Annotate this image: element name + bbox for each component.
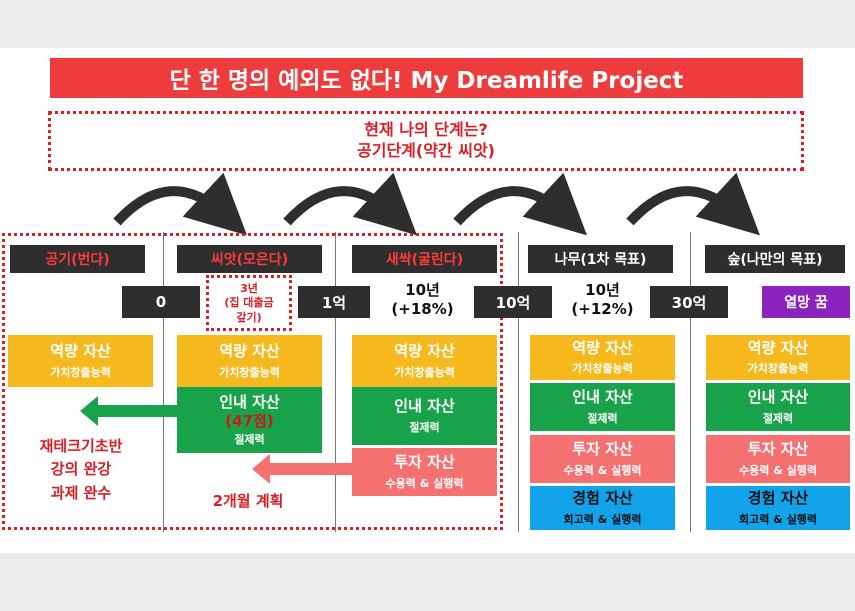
milestone-1-eok: 1억	[298, 286, 370, 318]
capability-asset-sprout: 역량 자산 가치창출능력	[352, 335, 497, 387]
stage-sprout: 새싹(굴린다)	[352, 245, 497, 273]
arrow-2-icon	[283, 172, 418, 236]
patience-asset-forest: 인내 자산 절제력	[706, 383, 850, 431]
current-stage-question: 현재 나의 단계는?	[364, 120, 488, 140]
current-range-region	[2, 233, 503, 530]
page-title: 단 한 명의 예외도 없다! My Dreamlife Project	[50, 58, 803, 98]
stage-tree: 나무(1차 목표)	[528, 245, 673, 273]
patience-score: (47점)	[225, 412, 274, 431]
current-stage-box: 현재 나의 단계는? 공기단계(약간 씨앗)	[48, 111, 804, 171]
investment-asset-sprout: 투자 자산 수용력 & 실행력	[352, 448, 497, 496]
milestone-dream: 열망 꿈	[762, 286, 850, 318]
study-note: 재테크기초반 강의 완강 과제 완수	[39, 437, 123, 502]
milestone-10-eok: 10억	[474, 286, 552, 318]
milestone-30-eok: 30억	[650, 286, 728, 318]
stage-seed: 씨앗(모은다)	[177, 245, 322, 273]
milestone-duration-1: 10년 (+18%)	[391, 281, 454, 318]
patience-asset-tree: 인내 자산 절제력	[530, 383, 675, 431]
capability-asset-seed: 역량 자산 가치창출능력	[177, 335, 322, 387]
milestone-duration-2: 10년 (+12%)	[571, 281, 634, 318]
divider-1	[163, 232, 164, 532]
back-arrow-2-icon	[252, 454, 352, 484]
stage-arrows	[113, 172, 761, 236]
arrow-3-icon	[453, 172, 588, 236]
stage-forest: 숲(나만의 목표)	[705, 245, 845, 273]
experience-asset-tree: 경험 자산 회고력 & 실행력	[530, 486, 675, 530]
back-arrow-1-icon	[80, 396, 180, 426]
patience-asset-sprout: 인내 자산 절제력	[352, 387, 497, 445]
capability-asset-forest: 역량 자산 가치창출능력	[706, 335, 850, 380]
investment-asset-tree: 투자 자산 수용력 & 실행력	[530, 435, 675, 483]
current-stage-answer: 공기단계(약간 씨앗)	[357, 141, 495, 160]
divider-4	[690, 232, 691, 532]
capability-asset-tree: 역량 자산 가치창출능력	[530, 335, 675, 380]
divider-2	[335, 232, 336, 532]
arrow-4-icon	[626, 172, 761, 236]
milestone-zero: 0	[122, 286, 200, 318]
loan-goal-box: 3년 (집 대출금 갚기)	[206, 275, 292, 331]
experience-asset-forest: 경험 자산 회고력 & 실행력	[706, 486, 850, 530]
investment-asset-forest: 투자 자산 수용력 & 실행력	[706, 435, 850, 483]
capability-asset-air: 역량 자산 가치창출능력	[8, 335, 153, 387]
patience-asset-seed: 인내 자산 (47점) 절제력	[177, 387, 322, 453]
arrow-1-icon	[113, 172, 248, 236]
stage-air: 공기(번다)	[10, 245, 145, 273]
divider-3	[518, 232, 519, 532]
plan-note: 2개월 계획	[212, 492, 284, 510]
